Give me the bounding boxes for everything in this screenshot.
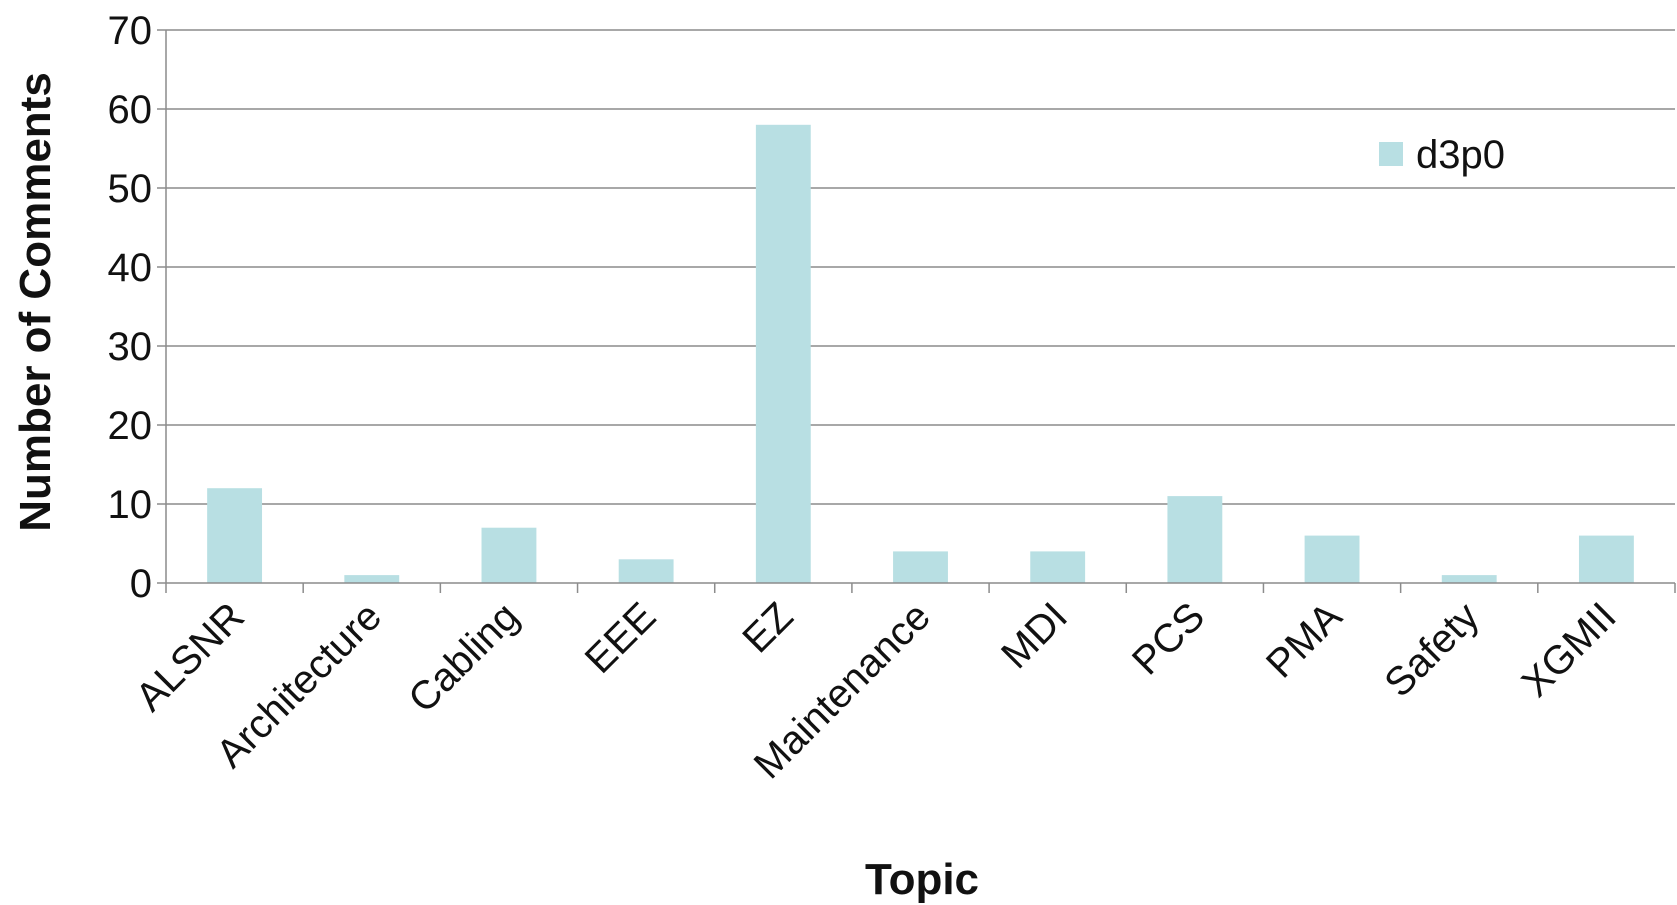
bar (755, 124, 811, 584)
y-tick-label: 20 (108, 404, 153, 448)
legend-swatch (1379, 142, 1403, 166)
y-tick-label: 50 (108, 167, 153, 211)
bar (1441, 575, 1497, 583)
y-tick-labels: 0 10 20 30 40 50 60 70 (108, 9, 153, 606)
y-tick-label: 70 (108, 9, 153, 53)
y-tick-label: 10 (108, 483, 153, 527)
x-axis-title: Topic (865, 855, 979, 904)
x-tick-label: ALSNR (128, 594, 253, 719)
bar (893, 551, 948, 583)
y-tick-label: 40 (108, 246, 153, 290)
x-tick-label: PMA (1258, 594, 1351, 687)
x-tick-label: EEE (577, 594, 665, 682)
bar (1578, 535, 1634, 583)
y-tick-label: 30 (108, 325, 153, 369)
bar (618, 559, 674, 583)
legend-label: d3p0 (1416, 133, 1505, 177)
bar (344, 575, 400, 583)
bar (1167, 496, 1223, 583)
bar (1030, 551, 1086, 583)
x-tick-label: MDI (993, 594, 1076, 677)
x-tick-label: EZ (734, 594, 801, 661)
bar (481, 527, 537, 583)
x-tick-label: Safety (1376, 594, 1487, 705)
y-tick-label: 0 (130, 562, 152, 606)
x-tick-label: XGMII (1514, 594, 1625, 705)
y-axis-title: Number of Comments (11, 72, 60, 532)
gridlines (166, 29, 1675, 505)
legend: d3p0 (1379, 133, 1505, 177)
axes (157, 29, 1676, 593)
x-tick-label: Cabling (400, 594, 527, 721)
bar (207, 488, 263, 583)
y-tick-label: 60 (108, 88, 153, 132)
bar (1304, 535, 1360, 583)
bars (207, 124, 1634, 584)
x-tick-label: PCS (1124, 594, 1213, 683)
